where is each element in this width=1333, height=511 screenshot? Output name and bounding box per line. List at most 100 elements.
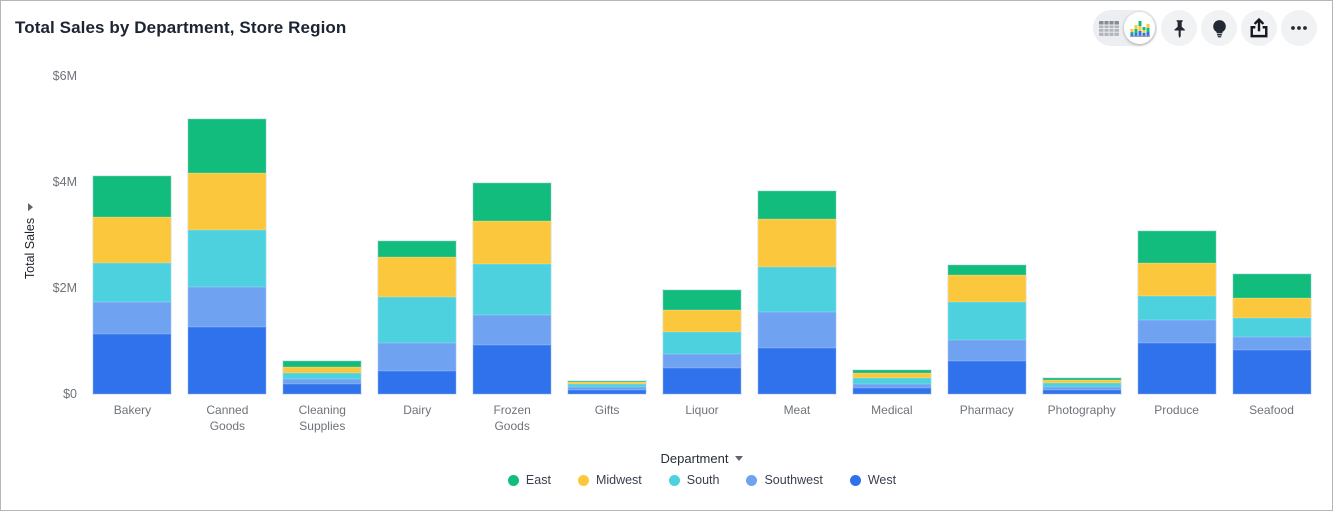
share-button[interactable] — [1241, 10, 1277, 46]
bar-segment-south[interactable] — [473, 264, 552, 315]
pin-button[interactable] — [1161, 10, 1197, 46]
legend-item-west[interactable]: West — [849, 473, 896, 487]
bar-segment-southwest[interactable] — [1232, 337, 1311, 350]
bar-meat — [757, 191, 836, 394]
bar-segment-south[interactable] — [947, 302, 1026, 340]
bar-segment-west[interactable] — [473, 345, 552, 394]
bar-segment-west[interactable] — [378, 371, 457, 394]
bar-segment-west[interactable] — [1042, 390, 1121, 394]
legend-item-south[interactable]: South — [668, 473, 719, 487]
bar-segment-midwest[interactable] — [378, 257, 457, 297]
bar-slot — [655, 71, 750, 394]
bar-segment-west[interactable] — [947, 361, 1026, 394]
x-axis-tick-label: Gifts — [594, 403, 620, 417]
bar-segment-southwest[interactable] — [188, 287, 267, 327]
bar-segment-midwest[interactable] — [283, 367, 362, 373]
bar-segment-southwest[interactable] — [93, 302, 172, 334]
bar-bakery — [93, 176, 172, 394]
bar-segment-southwest[interactable] — [473, 315, 552, 345]
legend-label: East — [525, 473, 551, 487]
bar-segment-west[interactable] — [93, 334, 172, 394]
bar-segment-midwest[interactable] — [1232, 298, 1311, 318]
bar-segment-midwest[interactable] — [1042, 380, 1121, 383]
x-axis-title[interactable]: Department — [85, 451, 1319, 466]
bar-segment-west[interactable] — [188, 327, 267, 394]
bar-segment-midwest[interactable] — [568, 382, 647, 384]
more-options-button[interactable] — [1281, 10, 1317, 46]
bar-segment-east[interactable] — [473, 183, 552, 221]
bar-segment-east[interactable] — [188, 119, 267, 173]
bar-segment-south[interactable] — [1042, 383, 1121, 387]
x-axis-tick-label: Liquor — [685, 403, 719, 417]
plot-area — [85, 71, 1319, 394]
legend-dot-icon — [849, 474, 861, 486]
bar-segment-west[interactable] — [852, 388, 931, 394]
bar-segment-east[interactable] — [283, 361, 362, 367]
bar-segment-south[interactable] — [662, 332, 741, 354]
bar-segment-midwest[interactable] — [188, 173, 267, 230]
bar-segment-southwest[interactable] — [568, 387, 647, 390]
bar-segment-southwest[interactable] — [1042, 387, 1121, 390]
bar-segment-south[interactable] — [568, 384, 647, 387]
bar-segment-east[interactable] — [1232, 274, 1311, 298]
bar-segment-southwest[interactable] — [378, 343, 457, 371]
bar-segment-south[interactable] — [188, 230, 267, 287]
bar-segment-southwest[interactable] — [283, 379, 362, 384]
chart-view-button[interactable] — [1124, 12, 1155, 44]
x-axis-label-slot: Cleaning Supplies — [275, 402, 370, 434]
x-axis-label-slot: Bakery — [85, 402, 180, 434]
bar-segment-south[interactable] — [378, 297, 457, 343]
bar-segment-midwest[interactable] — [473, 221, 552, 264]
bar-segment-southwest[interactable] — [947, 340, 1026, 361]
bar-segment-midwest[interactable] — [1137, 263, 1216, 296]
bar-segment-west[interactable] — [1232, 350, 1311, 394]
bar-segment-south[interactable] — [757, 267, 836, 312]
y-axis-title[interactable]: Total Sales — [23, 202, 37, 279]
bar-segment-west[interactable] — [662, 368, 741, 394]
bar-segment-south[interactable] — [1137, 296, 1216, 320]
bar-segment-midwest[interactable] — [757, 219, 836, 267]
bar-segment-midwest[interactable] — [947, 275, 1026, 302]
bar-seafood — [1232, 274, 1311, 394]
table-view-button[interactable] — [1093, 10, 1124, 46]
bar-segment-midwest[interactable] — [662, 310, 741, 332]
legend-item-east[interactable]: East — [507, 473, 551, 487]
bar-segment-west[interactable] — [568, 390, 647, 394]
y-axis-tick-label: $4M — [52, 175, 77, 189]
bar-segment-east[interactable] — [662, 290, 741, 310]
bar-segment-west[interactable] — [1137, 343, 1216, 394]
bar-segment-east[interactable] — [568, 381, 647, 382]
bar-segment-east[interactable] — [852, 370, 931, 373]
bar-segment-south[interactable] — [852, 378, 931, 384]
lightbulb-button[interactable] — [1201, 10, 1237, 46]
bar-segment-southwest[interactable] — [662, 354, 741, 368]
bar-segment-east[interactable] — [1042, 378, 1121, 380]
bar-photography — [1042, 378, 1121, 394]
bar-slot — [275, 71, 370, 394]
bar-segment-southwest[interactable] — [1137, 320, 1216, 343]
bar-segment-midwest[interactable] — [852, 373, 931, 378]
bar-slot — [749, 71, 844, 394]
bar-medical — [852, 370, 931, 394]
bar-segment-west[interactable] — [757, 348, 836, 394]
bar-segment-southwest[interactable] — [852, 384, 931, 388]
bar-segment-west[interactable] — [283, 384, 362, 394]
bar-segment-east[interactable] — [378, 241, 457, 257]
bar-slot — [1224, 71, 1319, 394]
bar-segment-midwest[interactable] — [93, 217, 172, 263]
legend-item-southwest[interactable]: Southwest — [746, 473, 823, 487]
bar-slot — [1034, 71, 1129, 394]
legend-item-midwest[interactable]: Midwest — [577, 473, 642, 487]
bar-segment-southwest[interactable] — [757, 312, 836, 348]
bar-segment-south[interactable] — [1232, 318, 1311, 337]
bar-segment-east[interactable] — [947, 265, 1026, 275]
bar-segment-east[interactable] — [757, 191, 836, 219]
chevron-down-icon — [735, 456, 744, 461]
element-toolbar — [1093, 10, 1317, 46]
bar-gifts — [568, 381, 647, 394]
bar-segment-south[interactable] — [93, 263, 172, 302]
bar-segment-south[interactable] — [283, 373, 362, 379]
bar-segment-east[interactable] — [1137, 231, 1216, 263]
bar-canned-goods — [188, 119, 267, 394]
bar-segment-east[interactable] — [93, 176, 172, 217]
